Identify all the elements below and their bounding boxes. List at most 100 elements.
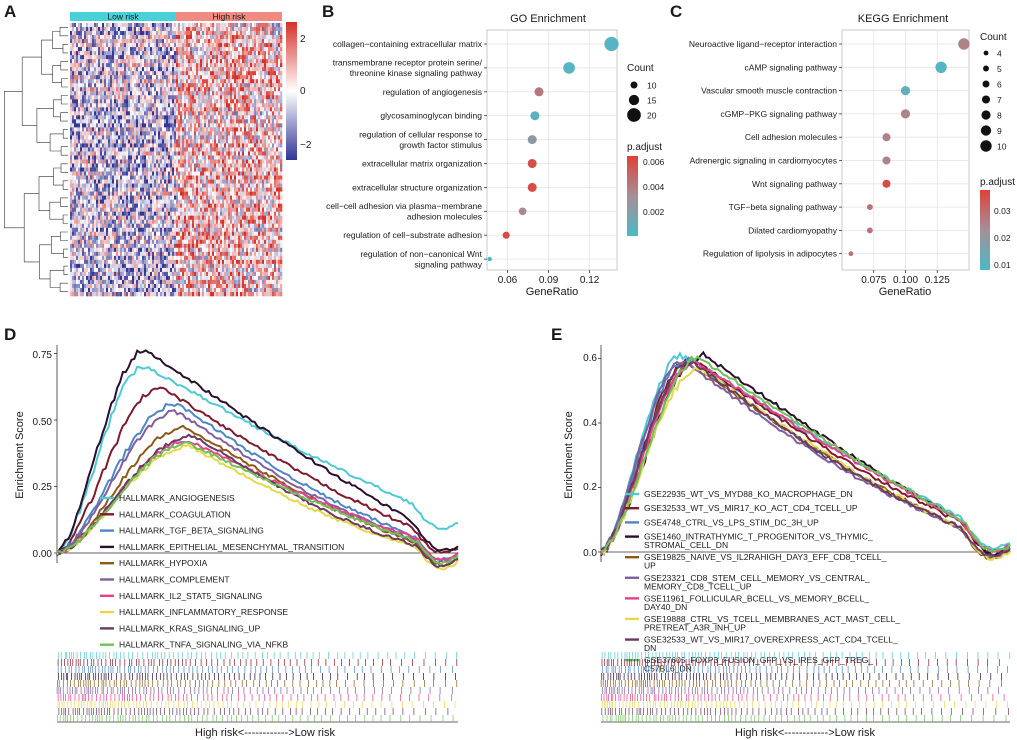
heatmap-cell	[128, 175, 131, 180]
heatmap-cell	[86, 51, 89, 56]
heatmap-cell	[174, 71, 177, 76]
heatmap-cell	[210, 143, 213, 148]
heatmap-cell	[138, 31, 141, 36]
heatmap-cell	[156, 203, 159, 208]
heatmap-cell	[214, 67, 217, 72]
heatmap-cell	[164, 63, 167, 68]
heatmap-cell	[206, 179, 209, 184]
heatmap-cell	[112, 143, 115, 148]
heatmap-cell	[96, 119, 99, 124]
heatmap-cell	[192, 51, 195, 56]
heatmap-cell	[260, 203, 263, 208]
heatmap-cell	[272, 83, 275, 88]
heatmap-cell	[106, 119, 109, 124]
heatmap-cell	[276, 111, 279, 116]
heatmap-cell	[100, 47, 103, 52]
heatmap-cell	[118, 191, 121, 196]
heatmap-cell	[200, 195, 203, 200]
heatmap-cell	[162, 159, 165, 164]
heatmap-cell	[138, 171, 141, 176]
heatmap-cell	[124, 127, 127, 132]
heatmap-cell	[144, 59, 147, 64]
heatmap-cell	[132, 131, 135, 136]
heatmap-cell	[92, 115, 95, 120]
heatmap-cell	[206, 183, 209, 188]
heatmap-cell	[212, 171, 215, 176]
heatmap-cell	[220, 87, 223, 92]
heatmap-cell	[220, 187, 223, 192]
heatmap-cell	[124, 119, 127, 124]
heatmap-cell	[150, 179, 153, 184]
heatmap-cell	[76, 27, 79, 32]
heatmap-cell	[264, 63, 267, 68]
heatmap-cell	[218, 199, 221, 204]
heatmap-cell	[212, 151, 215, 156]
panel-a-letter: A	[4, 2, 16, 21]
heatmap-cell	[208, 147, 211, 152]
heatmap-cell	[70, 155, 73, 160]
heatmap-cell	[268, 139, 271, 144]
heatmap-cell	[76, 179, 79, 184]
heatmap-cell	[132, 191, 135, 196]
heatmap-cell	[80, 39, 83, 44]
heatmap-cell	[116, 159, 119, 164]
heatmap-cell	[198, 115, 201, 120]
heatmap-cell	[162, 71, 165, 76]
heatmap-cell	[126, 171, 129, 176]
heatmap-cell	[196, 155, 199, 160]
heatmap-cell	[100, 163, 103, 168]
heatmap-cell	[222, 107, 225, 112]
heatmap-cell	[218, 191, 221, 196]
heatmap-cell	[258, 179, 261, 184]
heatmap-cell	[164, 203, 167, 208]
heatmap-cell	[198, 131, 201, 136]
heatmap-cell	[264, 183, 267, 188]
heatmap-cell	[158, 103, 161, 108]
heatmap-cell	[122, 103, 125, 108]
heatmap-cell	[234, 135, 237, 140]
heatmap-cell	[172, 63, 175, 68]
heatmap-cell	[202, 135, 205, 140]
heatmap-cell	[116, 79, 119, 84]
heatmap-cell	[226, 143, 229, 148]
heatmap-cell	[246, 67, 249, 72]
heatmap-cell	[112, 119, 115, 124]
heatmap-cell	[196, 51, 199, 56]
heatmap-cell	[156, 23, 159, 28]
heatmap-cell	[84, 67, 87, 72]
heatmap-cell	[242, 155, 245, 160]
heatmap-cell	[212, 147, 215, 152]
heatmap-cell	[212, 139, 215, 144]
heatmap-cell	[170, 79, 173, 84]
heatmap-cell	[82, 99, 85, 104]
heatmap-cell	[276, 67, 279, 72]
heatmap-cell	[218, 139, 221, 144]
heatmap-cell	[182, 47, 185, 52]
heatmap-cell	[100, 171, 103, 176]
heatmap-cell	[252, 155, 255, 160]
heatmap-cell	[208, 95, 211, 100]
heatmap-cell	[164, 23, 167, 28]
heatmap-cell	[256, 187, 259, 192]
heatmap-cell	[198, 59, 201, 64]
heatmap-cell	[90, 111, 93, 116]
heatmap-cell	[172, 119, 175, 124]
heatmap-cell	[92, 187, 95, 192]
heatmap-cell	[158, 107, 161, 112]
heatmap-cell	[238, 175, 241, 180]
heatmap-cell	[94, 119, 97, 124]
heatmap-cell	[188, 127, 191, 132]
heatmap-cell	[112, 71, 115, 76]
heatmap-cell	[276, 183, 279, 188]
heatmap-cell	[238, 195, 241, 200]
heatmap-cell	[156, 55, 159, 60]
heatmap-cell	[160, 191, 163, 196]
heatmap-cell	[134, 35, 137, 40]
heatmap-cell	[126, 59, 129, 64]
heatmap-cell	[242, 31, 245, 36]
heatmap-cell	[238, 103, 241, 108]
heatmap-cell	[230, 143, 233, 148]
heatmap-cell	[108, 111, 111, 116]
heatmap-cell	[202, 103, 205, 108]
heatmap-cell	[166, 159, 169, 164]
